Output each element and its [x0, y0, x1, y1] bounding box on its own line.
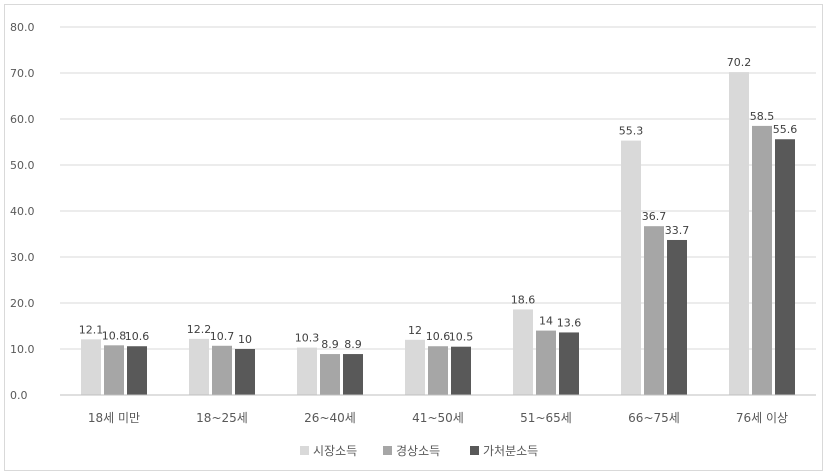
y-tick-label: 40.0: [10, 205, 35, 218]
data-label: 55.6: [773, 123, 798, 136]
data-label: 12: [408, 324, 422, 337]
data-label: 12.2: [187, 323, 212, 336]
bar: [320, 354, 340, 395]
y-tick-label: 80.0: [10, 21, 35, 34]
legend-swatch: [470, 446, 479, 455]
bar: [536, 330, 556, 395]
data-label: 10.8: [102, 329, 127, 342]
bar: [104, 345, 124, 395]
data-label: 70.2: [727, 56, 752, 69]
x-category-label: 18세 미만: [88, 411, 140, 425]
bar: [81, 339, 101, 395]
bar: [644, 226, 664, 395]
data-label: 36.7: [642, 210, 667, 223]
legend-swatch: [300, 446, 309, 455]
bar: [513, 309, 533, 395]
bar: [667, 239, 687, 395]
bar: [189, 338, 209, 395]
legend-label: 시장소득: [313, 444, 357, 458]
data-label: 8.9: [344, 338, 362, 351]
data-label: 18.6: [511, 293, 536, 306]
legend-label: 가처분소득: [483, 444, 538, 458]
bar: [428, 346, 448, 395]
x-category-label: 18~25세: [196, 411, 248, 425]
y-tick-label: 70.0: [10, 67, 35, 80]
bar: [752, 125, 772, 396]
bar: [775, 139, 795, 395]
x-category-label: 26~40세: [304, 411, 356, 425]
data-label: 8.9: [321, 338, 339, 351]
data-label: 10.7: [210, 330, 235, 343]
y-tick-label: 60.0: [10, 113, 35, 126]
y-tick-label: 20.0: [10, 297, 35, 310]
y-tick-label: 50.0: [10, 159, 35, 172]
y-tick-label: 0.0: [10, 389, 28, 402]
x-category-label: 76세 이상: [736, 411, 788, 425]
y-tick-label: 30.0: [10, 251, 35, 264]
y-tick-label: 10.0: [10, 343, 35, 356]
data-label: 12.1: [79, 323, 104, 336]
data-label: 10.6: [426, 330, 451, 343]
x-category-label: 51~65세: [520, 411, 572, 425]
bar: [212, 345, 232, 395]
bar: [621, 140, 641, 395]
bar: [297, 347, 317, 395]
x-category-label: 41~50세: [412, 411, 464, 425]
bar: [405, 339, 425, 395]
data-label: 55.3: [619, 125, 644, 138]
data-label: 10.6: [125, 330, 150, 343]
bar: [127, 346, 147, 395]
x-category-label: 66~75세: [628, 411, 680, 425]
data-label: 13.6: [557, 316, 582, 329]
data-label: 10.3: [295, 332, 320, 345]
bar: [235, 349, 255, 395]
legend-swatch: [383, 446, 392, 455]
data-label: 58.5: [750, 110, 775, 123]
bar: [343, 354, 363, 395]
data-label: 10: [238, 333, 252, 346]
data-label: 33.7: [665, 224, 690, 237]
bar: [729, 72, 749, 395]
data-label: 14: [539, 315, 553, 328]
bar: [451, 346, 471, 395]
data-label: 10.5: [449, 331, 474, 344]
legend-label: 경상소득: [396, 444, 440, 458]
bar: [559, 332, 579, 395]
